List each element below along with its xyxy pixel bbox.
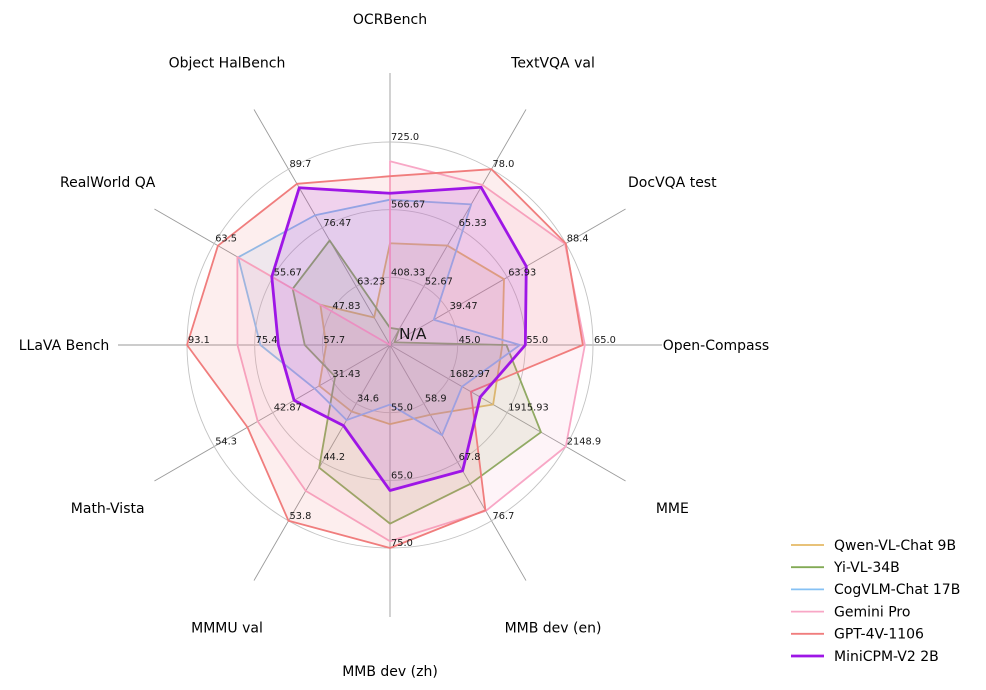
- legend-label-gemini-pro: Gemini Pro: [834, 604, 910, 620]
- axis-title-mmmu-val: MMMU val: [191, 620, 263, 636]
- radar-tick-label: 58.9: [425, 394, 447, 405]
- grid-spoke: [154, 344, 391, 482]
- legend-label-minicpm-v2-2b: MiniCPM-V2 2B: [834, 649, 939, 665]
- radar-tick-label: 31.43: [332, 369, 360, 380]
- radar-tick-label: 55.0: [391, 403, 413, 414]
- legend-label-cogvlm-chat-17b: CogVLM-Chat 17B: [834, 582, 960, 598]
- radar-tick-label: 408.33: [391, 267, 425, 278]
- legend-item-gpt-4v-1106: GPT-4V-1106: [791, 627, 924, 643]
- legend-item-cogvlm-chat-17b: CogVLM-Chat 17B: [791, 582, 960, 598]
- radar-tick-label: 93.1: [188, 335, 210, 346]
- legend-item-qwen-vl-chat-9b: Qwen-VL-Chat 9B: [791, 538, 956, 554]
- radar-tick-label: 89.7: [290, 159, 312, 170]
- series-fill-minicpm-v2-2b: [271, 187, 527, 491]
- radar-tick-label: 65.0: [391, 470, 413, 481]
- axis-title-mme: MME: [656, 501, 689, 517]
- radar-tick-label: 55.67: [274, 267, 302, 278]
- radar-tick-label: 78.0: [493, 159, 515, 170]
- grid-spoke: [389, 109, 527, 346]
- legend-label-gpt-4v-1106: GPT-4V-1106: [834, 627, 924, 643]
- radar-tick-label: 67.8: [459, 452, 481, 463]
- axis-title-mmb-dev-zh-: MMB dev (zh): [342, 664, 438, 680]
- axis-title-ocrbench: OCRBench: [353, 12, 427, 28]
- legend-item-minicpm-v2-2b: MiniCPM-V2 2B: [791, 649, 939, 665]
- axis-title-object-halbench: Object HalBench: [169, 56, 286, 72]
- radar-tick-label: 54.3: [215, 437, 237, 448]
- grid-spoke: [389, 208, 626, 346]
- series-fill-qwen-vl-chat-9b: [319, 243, 504, 425]
- radar-tick-label: 88.4: [567, 234, 589, 245]
- radar-tick-label: 63.5: [215, 234, 237, 245]
- radar-tick-label: 75.4: [256, 335, 278, 346]
- radar-tick-label: 1915.93: [508, 403, 549, 414]
- radar-tick-label: 65.33: [459, 218, 487, 229]
- radar-tick-label: 42.87: [274, 403, 302, 414]
- radar-tick-label: 45.0: [459, 335, 481, 346]
- legend: Qwen-VL-Chat 9B Yi-VL-34B CogVLM-Chat 17B G…: [791, 538, 960, 665]
- radar-tick-label: 75.0: [391, 538, 413, 549]
- axis-title-math-vista: Math-Vista: [71, 501, 145, 517]
- grid-spoke: [389, 344, 626, 482]
- legend-item-yi-vl-34b: Yi-VL-34B: [791, 560, 900, 576]
- radar-tick-label: 57.7: [323, 335, 345, 346]
- radar-tick-label: 725.0: [391, 132, 419, 143]
- radar-tick-label: 63.23: [357, 276, 385, 287]
- radar-tick-label: 55.0: [526, 335, 548, 346]
- radar-tick-label: 65.0: [594, 335, 616, 346]
- radar-tick-label: 39.47: [450, 301, 478, 312]
- radar-tick-label: 52.67: [425, 276, 453, 287]
- radar-tick-label: 63.93: [508, 267, 536, 278]
- radar-tick-label: 34.6: [357, 394, 379, 405]
- axis-title-realworld-qa: RealWorld QA: [60, 175, 156, 191]
- radar-tick-label: 1682.97: [450, 369, 491, 380]
- series-line-gpt-4v-1106: [186, 168, 584, 549]
- radar-tick-label: 566.67: [391, 200, 425, 211]
- radar-tick-label: 44.2: [323, 452, 345, 463]
- series-line-minicpm-v2-2b: [270, 185, 528, 492]
- radar-tick-label: 76.7: [493, 511, 515, 522]
- grid-spoke: [253, 109, 391, 346]
- radar-center-label: N/A: [399, 325, 427, 343]
- axis-title-textvqa-val: TextVQA val: [510, 56, 595, 72]
- axis-title-open-compass: Open-Compass: [663, 338, 769, 354]
- series-fill-gpt-4v-1106: [187, 169, 583, 548]
- radar-tick-label: 47.83: [332, 301, 360, 312]
- legend-label-qwen-vl-chat-9b: Qwen-VL-Chat 9B: [834, 538, 956, 554]
- radar-tick-label: 76.47: [323, 218, 351, 229]
- grid-spoke: [389, 344, 527, 581]
- axis-title-mmb-dev-en-: MMB dev (en): [505, 620, 602, 636]
- radar-tick-label: 2148.9: [567, 437, 601, 448]
- axis-title-docvqa-test: DocVQA test: [628, 175, 717, 191]
- legend-label-yi-vl-34b: Yi-VL-34B: [833, 560, 900, 576]
- radar-tick-label: 53.8: [290, 511, 312, 522]
- series-fill-gemini-pro: [237, 161, 585, 542]
- series-fill-cogvlm-chat-17b: [238, 199, 520, 436]
- axis-title-llava-bench: LLaVA Bench: [19, 338, 110, 354]
- grid-spoke: [253, 344, 391, 581]
- legend-item-gemini-pro: Gemini Pro: [791, 604, 910, 620]
